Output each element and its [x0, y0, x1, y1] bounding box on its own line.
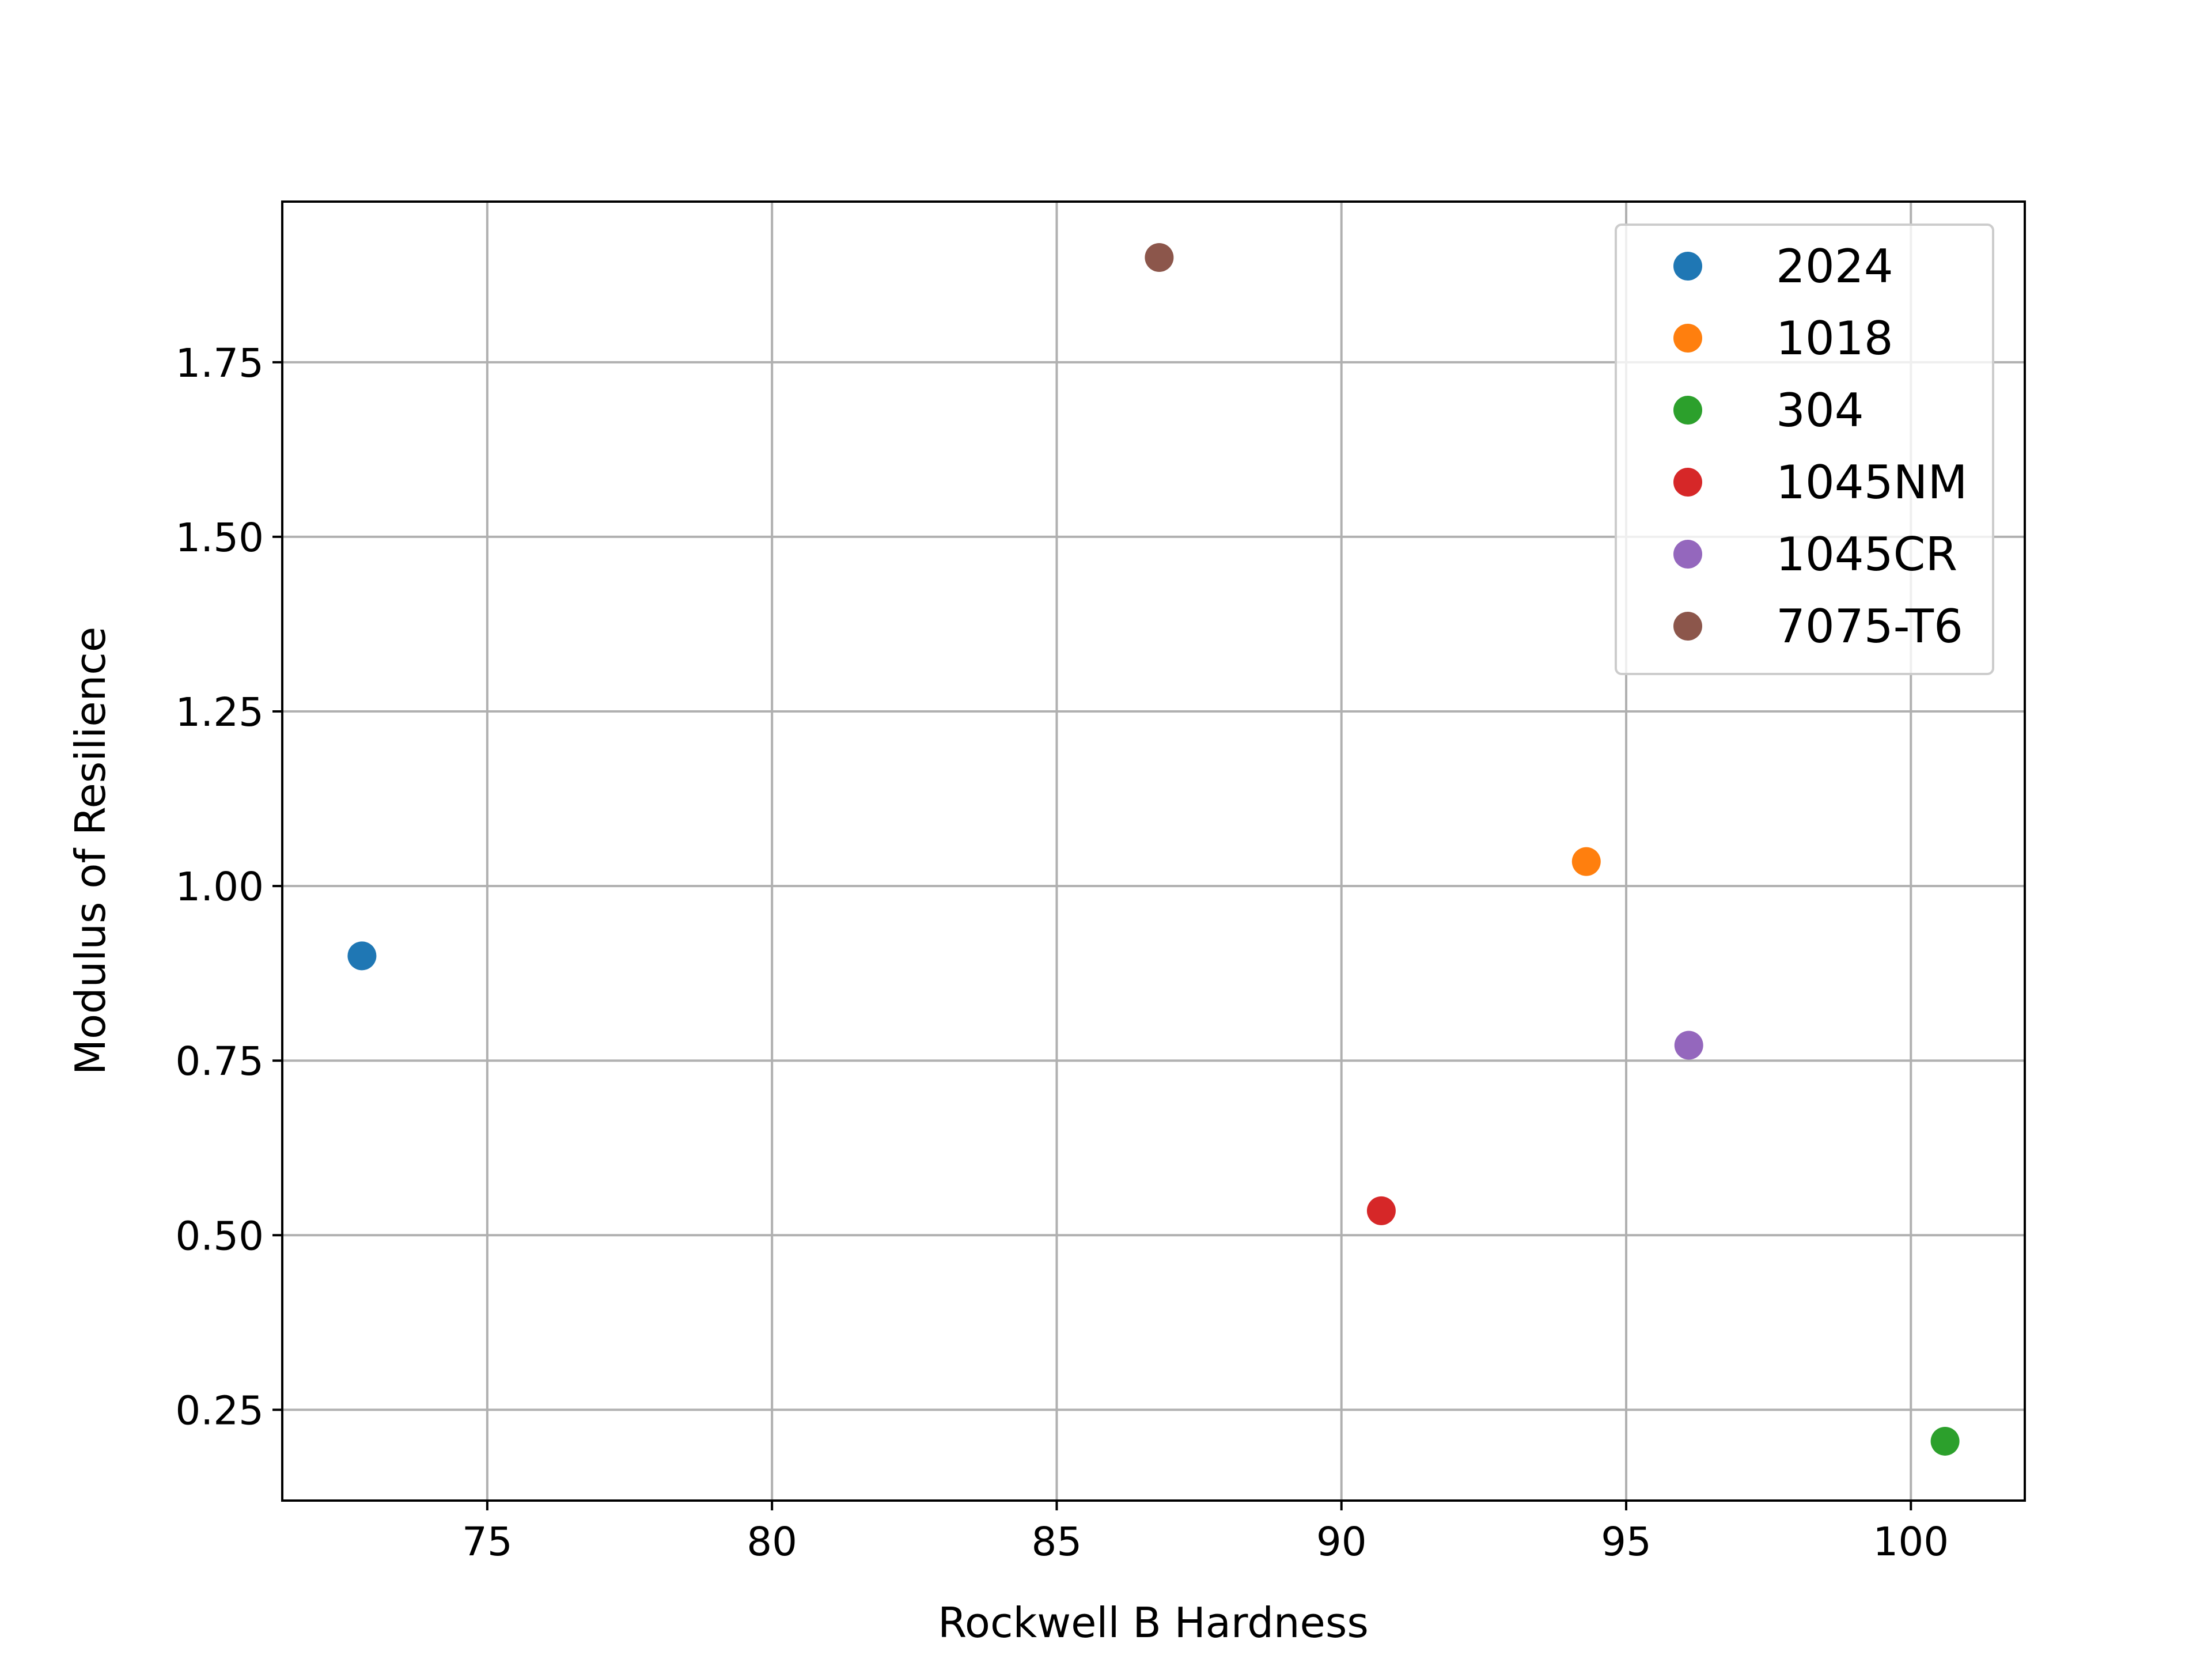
- legend-frame: [1615, 224, 1994, 675]
- legend-marker: [1673, 396, 1702, 425]
- x-tick-label: 80: [747, 1519, 797, 1565]
- data-point-7075-t6: [1145, 243, 1174, 272]
- axis-ticks: 75 80 85 90 95 100 0.25 0.50 0.75 1.00 1.25 1.50 1.7…: [175, 340, 1949, 1565]
- x-tick-label: 95: [1601, 1519, 1652, 1565]
- x-tick-label: 85: [1032, 1519, 1082, 1565]
- data-point-1018: [1571, 847, 1601, 876]
- y-tick-label: 1.50: [175, 515, 264, 561]
- x-tick-label: 90: [1316, 1519, 1367, 1565]
- legend-marker: [1673, 324, 1702, 353]
- y-tick-label: 0.25: [175, 1388, 264, 1434]
- legend-marker: [1673, 612, 1702, 641]
- data-points: [347, 243, 1960, 1456]
- legend-entry: 1045NM: [1776, 456, 1967, 509]
- legend-entry: 7075-T6: [1776, 600, 1963, 653]
- x-tick-label: 75: [462, 1519, 513, 1565]
- data-point-1045nm: [1366, 1196, 1396, 1225]
- legend-marker: [1673, 540, 1702, 569]
- y-tick-label: 0.75: [175, 1039, 264, 1085]
- data-point-2024: [347, 941, 377, 971]
- legend-entry: 1045CR: [1776, 528, 1957, 581]
- y-tick-label: 1.25: [175, 690, 264, 736]
- y-axis-label: Modulus of Resilience: [66, 627, 115, 1075]
- data-point-304: [1930, 1426, 1960, 1456]
- legend-entry: 2024: [1776, 240, 1893, 293]
- x-tick-label: 100: [1873, 1519, 1949, 1565]
- y-tick-label: 1.75: [175, 340, 264, 387]
- x-axis-label: Rockwell B Hardness: [938, 1599, 1369, 1647]
- legend-entry: 304: [1776, 384, 1864, 437]
- legend: 2024 1018 304 1045NM 1045CR 7075-T6: [1615, 224, 1994, 675]
- plot-frame: [281, 200, 2026, 1502]
- y-tick-label: 1.00: [175, 864, 264, 910]
- legend-marker: [1673, 468, 1702, 497]
- legend-marker: [1673, 252, 1702, 281]
- data-point-1045cr: [1674, 1031, 1703, 1060]
- y-tick-label: 0.50: [175, 1213, 264, 1259]
- legend-entry: 1018: [1776, 312, 1893, 365]
